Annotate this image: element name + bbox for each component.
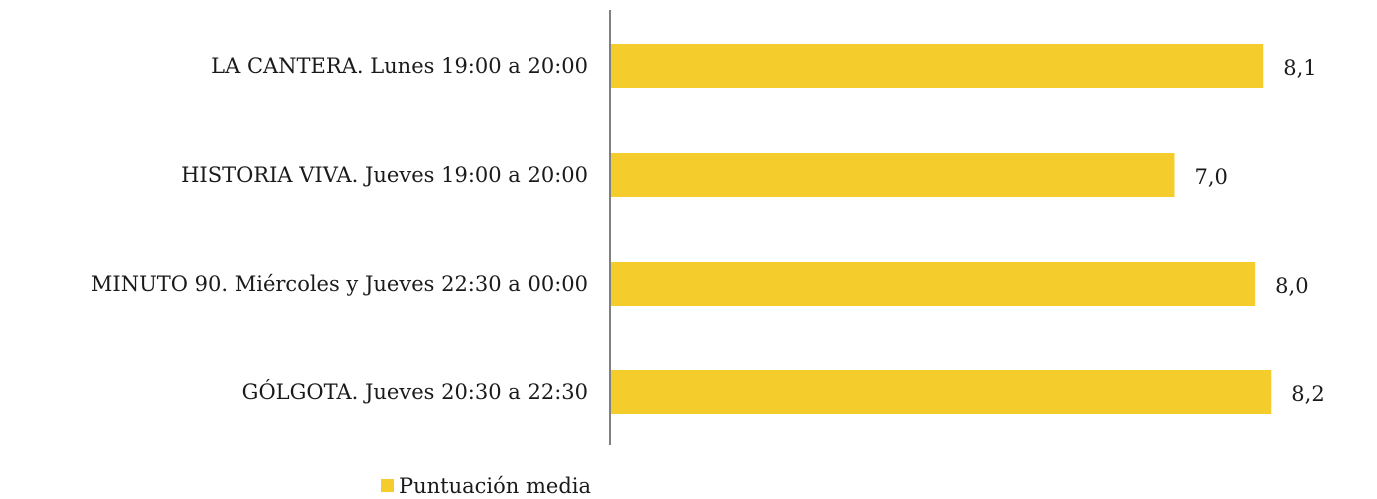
- value-label-3: 8,0: [1275, 274, 1308, 298]
- bar-3: [610, 262, 1256, 306]
- bar-2: [610, 153, 1175, 197]
- legend: Puntuación media: [381, 474, 591, 498]
- value-label-4: 8,2: [1291, 382, 1324, 406]
- legend-swatch: [381, 479, 394, 492]
- labels-layer: LA CANTERA. Lunes 19:00 a 20:00 8,1 HISTOR…: [91, 54, 1325, 406]
- bar-1: [610, 44, 1264, 88]
- category-label-1: LA CANTERA. Lunes 19:00 a 20:00: [211, 54, 588, 78]
- legend-label: Puntuación media: [399, 474, 591, 498]
- value-label-2: 7,0: [1195, 165, 1228, 189]
- value-label-1: 8,1: [1283, 56, 1316, 80]
- category-label-2: HISTORIA VIVA. Jueves 19:00 a 20:00: [181, 163, 588, 187]
- bar-4: [610, 370, 1272, 414]
- category-label-3: MINUTO 90. Miércoles y Jueves 22:30 a 00…: [91, 272, 588, 296]
- bars-layer: [610, 44, 1272, 414]
- category-label-4: GÓLGOTA. Jueves 20:30 a 22:30: [242, 379, 588, 404]
